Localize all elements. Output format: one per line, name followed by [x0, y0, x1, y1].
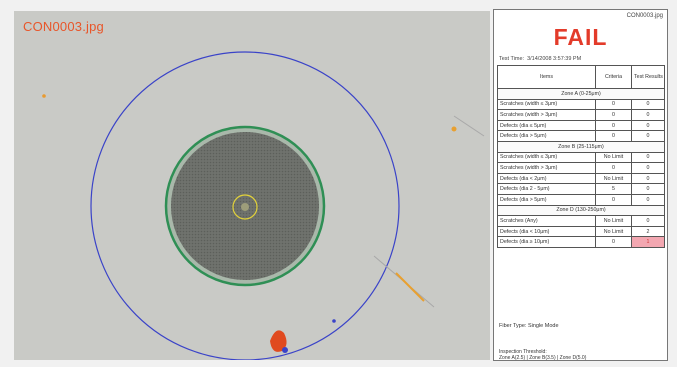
criteria-value: No Limit	[595, 225, 632, 238]
results-panel: CON0003.jpg FAIL Test Time: 3/14/2008 3:5…	[493, 9, 668, 361]
core-center	[241, 203, 249, 211]
header-items: Items	[497, 65, 596, 89]
debris-particle	[42, 94, 46, 98]
scratch-line-2	[453, 115, 485, 137]
zone-label: Zone A (0-25μm)	[497, 88, 665, 100]
test-result-value: 0	[631, 172, 665, 185]
fiber-end-face-drawing	[42, 51, 485, 360]
test-result-value: 0	[631, 215, 665, 227]
test-result-value: 0	[631, 98, 665, 111]
defect-dot	[282, 347, 288, 353]
zone-row: Zone A (0-25μm)	[497, 88, 665, 100]
results-rows: Zone A (0-25μm) Scratches (width ≤ 3μm) 0 0…	[497, 88, 665, 248]
zone-row: Zone D (130-250μm)	[497, 204, 665, 217]
result-status: FAIL	[553, 24, 608, 50]
item-name: Defects (dia < 2μm)	[497, 172, 596, 185]
test-result-value: 0	[631, 193, 665, 206]
threshold-label: Inspection Threshold:	[499, 349, 547, 355]
result-row: Defects (dia < 10μm) No Limit 2	[497, 225, 665, 238]
criteria-value: No Limit	[595, 151, 632, 164]
results-table: Items Criteria Test Results Zone A (0-25…	[497, 65, 665, 248]
item-name: Defects (dia ≤ 5μm)	[497, 119, 596, 132]
test-result-value: 0	[631, 151, 665, 164]
header-criteria: Criteria	[595, 65, 632, 89]
defect-marker	[270, 330, 287, 352]
zone-label: Zone B (25-115μm)	[497, 140, 665, 153]
test-time: Test Time: 3/14/2008 3:57:39 PM	[499, 56, 584, 62]
test-result-value: 0	[631, 183, 665, 195]
result-row: Scratches (Any) No Limit 0	[497, 215, 665, 227]
item-name: Scratches (width ≤ 3μm)	[497, 151, 596, 164]
result-row: Defects (dia ≥ 10μm) 0 1	[497, 236, 665, 248]
test-result-value: 0	[631, 109, 665, 121]
criteria-value: No Limit	[595, 172, 632, 185]
result-row: Scratches (width > 3μm) 0 0	[497, 162, 665, 174]
item-name: Scratches (width ≤ 3μm)	[497, 98, 596, 111]
zone-row: Zone B (25-115μm)	[497, 140, 665, 153]
criteria-value: 0	[595, 193, 632, 206]
criteria-value: 0	[595, 98, 632, 111]
inspection-threshold: Inspection Threshold: Zone A(2.5) | Zone…	[499, 349, 586, 361]
fiber-type: Fiber Type: Single Mode	[499, 323, 559, 329]
criteria-value: 0	[595, 162, 632, 174]
results-header-row: Items Criteria Test Results	[497, 65, 665, 89]
result-row: Scratches (width > 3μm) 0 0	[497, 109, 665, 121]
criteria-value: No Limit	[595, 215, 632, 227]
item-name: Scratches (width > 3μm)	[497, 109, 596, 121]
criteria-value: 0	[595, 119, 632, 132]
item-name: Scratches (width > 3μm)	[497, 162, 596, 174]
test-result-value: 0	[631, 162, 665, 174]
result-row: Scratches (width ≤ 3μm) No Limit 0	[497, 151, 665, 164]
result-row: Defects (dia > 5μm) 0 0	[497, 193, 665, 206]
test-result-value: 0	[631, 130, 665, 142]
core-ring	[232, 194, 258, 220]
item-name: Scratches (Any)	[497, 215, 596, 227]
scratch-highlight	[395, 272, 425, 302]
result-row: Defects (dia > 5μm) 0 0	[497, 130, 665, 142]
fiber-end-face-image: CON0003.jpg	[14, 11, 490, 360]
result-row: Defects (dia 2 - 5μm) 5 0	[497, 183, 665, 195]
test-result-value: 2	[631, 225, 665, 238]
result-row: Defects (dia ≤ 5μm) 0 0	[497, 119, 665, 132]
panel-filename: CON0003.jpg	[626, 13, 663, 19]
test-time-value: 3/14/2008 3:57:39 PM	[527, 56, 582, 62]
zone-label: Zone D (130-250μm)	[497, 204, 665, 217]
test-result-value: 1	[631, 236, 665, 248]
result-row: Scratches (width ≤ 3μm) 0 0	[497, 98, 665, 111]
item-name: Defects (dia 2 - 5μm)	[497, 183, 596, 195]
item-name: Defects (dia ≥ 10μm)	[497, 236, 596, 248]
item-name: Defects (dia < 10μm)	[497, 225, 596, 238]
debris-particle	[332, 319, 336, 323]
threshold-values: Zone A(2.5) | Zone B(3.5) | Zone D(5.0)	[499, 355, 587, 361]
test-time-label: Test Time:	[499, 56, 525, 62]
criteria-value: 0	[595, 109, 632, 121]
debris-particle	[451, 126, 457, 132]
image-filename: CON0003.jpg	[23, 19, 104, 34]
criteria-value: 5	[595, 183, 632, 195]
result-row: Defects (dia < 2μm) No Limit 0	[497, 172, 665, 185]
criteria-value: 0	[595, 130, 632, 142]
zone-d-boundary	[90, 51, 400, 360]
test-result-value: 0	[631, 119, 665, 132]
item-name: Defects (dia > 5μm)	[497, 193, 596, 206]
item-name: Defects (dia > 5μm)	[497, 130, 596, 142]
criteria-value: 0	[595, 236, 632, 248]
header-test-results: Test Results	[631, 65, 665, 89]
